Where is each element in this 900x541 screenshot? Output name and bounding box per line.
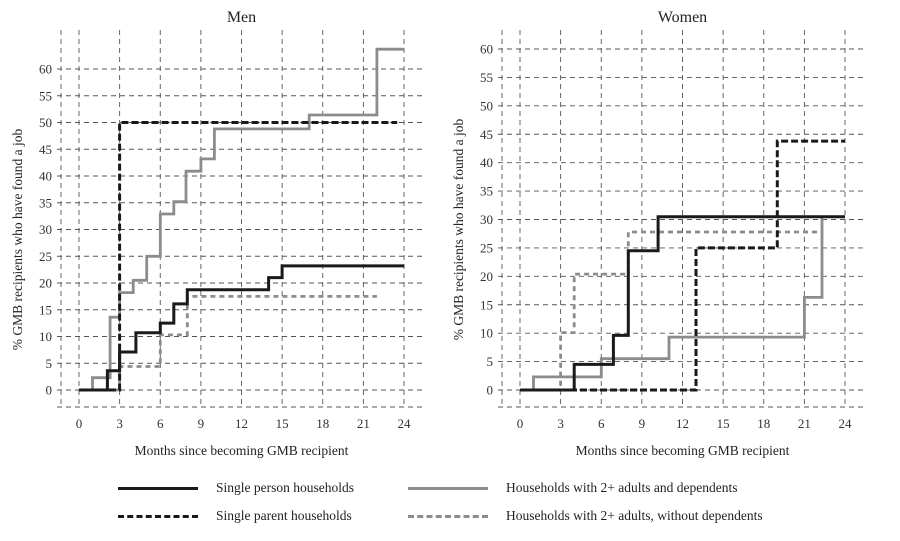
y-tick-label: 35: [480, 184, 493, 199]
legend-item-2plus-with-dependents: Households with 2+ adults and dependents: [408, 480, 737, 496]
legend-swatch-dashed-black: [118, 514, 198, 518]
series-line-households-with-2-adults-without-dependents: [520, 230, 818, 392]
panel-title: Men: [227, 9, 256, 26]
y-axis-label: % GMB recipients who have found a job: [10, 128, 25, 350]
y-tick-label: 55: [480, 70, 493, 85]
series-line-households-with-2-adults-without-dependents: [79, 295, 377, 392]
panel-women: Women 0 5 10 15 20 25 30 35 40 45 50 55 60 0 3 6 9 12 15 18 2…: [451, 9, 863, 458]
y-tick-label: 5: [487, 354, 494, 369]
series-line-single-parent-households: [79, 121, 398, 392]
y-tick-label: 45: [480, 127, 493, 142]
y-tick-label: 25: [480, 240, 493, 255]
legend-swatch-solid-black: [118, 486, 198, 490]
series-line-single-person-households: [520, 215, 845, 392]
y-tick-label: 0: [487, 383, 494, 398]
x-tick-label: 9: [639, 416, 646, 431]
x-tick-label: 21: [798, 416, 811, 431]
x-tick-label: 18: [316, 416, 329, 431]
y-tick-label: 20: [480, 269, 493, 284]
legend-item-single-parent: Single parent households: [118, 508, 352, 524]
y-tick-label: 10: [39, 329, 52, 344]
x-tick-label: 12: [676, 416, 689, 431]
series-line-households-with-2-adults-and-dependents: [520, 216, 824, 392]
x-tick-label: 21: [357, 416, 370, 431]
y-tick-label: 10: [480, 326, 493, 341]
x-axis-label: Months since becoming GMB recipient: [135, 443, 349, 458]
x-tick-label: 9: [198, 416, 205, 431]
panel-men: Men 0 5 10 15 20 25 30 35 40 45 50 55 60 0 3 6 9 12 15 18 21 2…: [10, 9, 422, 458]
y-tick-label: 60: [39, 62, 52, 77]
legend-label: Single person households: [216, 480, 354, 495]
y-axis-label: % GMB recipients who have found a job: [451, 118, 466, 340]
y-tick-label: 5: [46, 356, 53, 371]
y-tick-label: 30: [39, 222, 52, 237]
legend-swatch-dashed-gray: [408, 514, 488, 518]
x-tick-label: 15: [276, 416, 289, 431]
y-tick-label: 40: [480, 155, 493, 170]
y-tick-label: 55: [39, 88, 52, 103]
legend-item-2plus-without-dependents: Households with 2+ adults, without depen…: [408, 508, 763, 524]
legend-label: Single parent households: [216, 508, 352, 523]
x-tick-label: 3: [557, 416, 564, 431]
x-tick-label: 18: [757, 416, 770, 431]
x-tick-label: 24: [398, 416, 412, 431]
y-tick-label: 30: [480, 212, 493, 227]
y-tick-label: 50: [480, 98, 493, 113]
panel-title: Women: [658, 9, 707, 26]
x-tick-label: 24: [839, 416, 853, 431]
y-tick-label: 15: [480, 297, 493, 312]
y-tick-label: 0: [46, 383, 53, 398]
x-tick-label: 12: [235, 416, 248, 431]
y-tick-label: 25: [39, 249, 52, 264]
y-tick-label: 45: [39, 142, 52, 157]
series-line-single-person-households: [79, 264, 404, 392]
y-tick-label: 50: [39, 115, 52, 130]
x-tick-label: 0: [76, 416, 83, 431]
legend-item-single-person: Single person households: [118, 480, 354, 496]
legend-label: Households with 2+ adults, without depen…: [506, 508, 763, 523]
legend-label: Households with 2+ adults and dependents: [506, 480, 738, 495]
y-tick-label: 15: [39, 302, 52, 317]
series-line-single-parent-households: [520, 139, 845, 392]
y-tick-label: 60: [480, 42, 493, 57]
x-axis-label: Months since becoming GMB recipient: [576, 443, 790, 458]
legend: Single person households Households with…: [118, 480, 838, 530]
x-tick-label: 15: [717, 416, 730, 431]
legend-swatch-solid-gray: [408, 486, 488, 490]
x-tick-label: 3: [116, 416, 123, 431]
y-tick-label: 20: [39, 276, 52, 291]
x-tick-label: 6: [157, 416, 164, 431]
y-tick-label: 35: [39, 195, 52, 210]
y-tick-label: 40: [39, 169, 52, 184]
x-tick-label: 0: [517, 416, 524, 431]
series-line-households-with-2-adults-and-dependents: [79, 47, 404, 392]
x-tick-label: 6: [598, 416, 605, 431]
